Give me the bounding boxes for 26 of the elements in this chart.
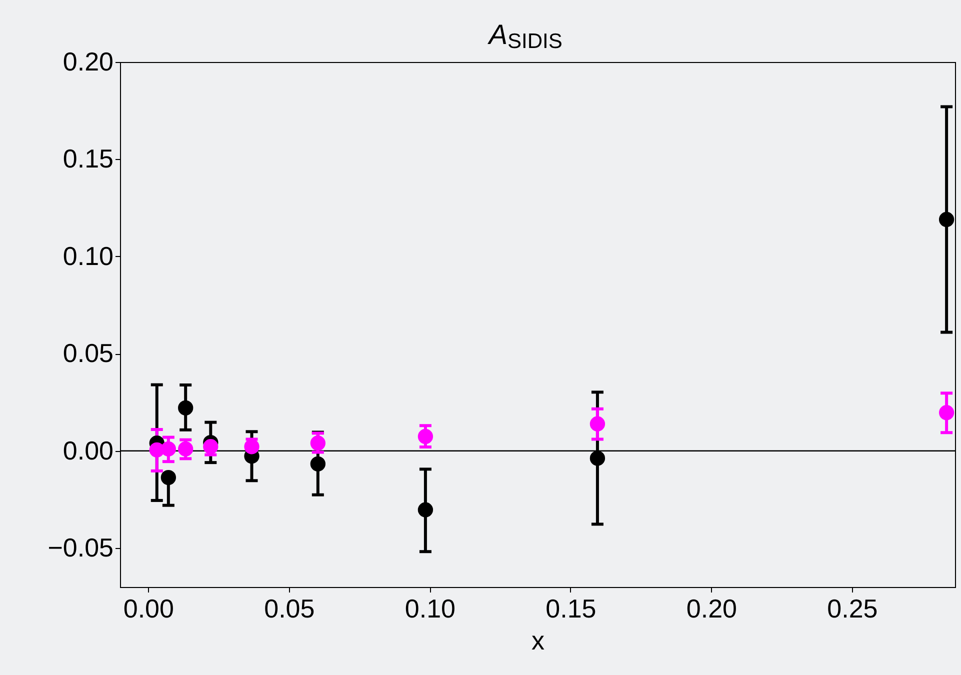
y-tick-label: 0.10 xyxy=(62,240,114,271)
point xyxy=(310,436,326,451)
point xyxy=(938,405,954,420)
point xyxy=(590,450,606,466)
x-tick-label: 0.05 xyxy=(264,594,315,624)
point xyxy=(310,456,326,472)
x-tick-label: 0.00 xyxy=(123,594,174,624)
y-tick-label: 0.05 xyxy=(62,338,114,368)
y-tick-label: 0.15 xyxy=(62,144,114,174)
x-tick-label: 0.15 xyxy=(546,594,596,624)
point xyxy=(418,428,434,444)
y-tick-label: 0.00 xyxy=(62,435,114,466)
point xyxy=(160,441,176,457)
y-tick-label: −0.05 xyxy=(48,532,114,563)
point xyxy=(160,470,176,486)
point xyxy=(244,439,260,454)
x-tick-label: 0.25 xyxy=(827,594,878,624)
x-tick-label: 0.20 xyxy=(686,594,738,624)
point xyxy=(178,441,194,457)
point xyxy=(938,212,954,228)
point xyxy=(178,400,194,416)
x-tick-label: 0.10 xyxy=(404,594,456,624)
point xyxy=(590,416,606,432)
point xyxy=(418,502,434,518)
x-axis-title: x xyxy=(532,626,544,656)
y-tick-label: 0.20 xyxy=(62,46,114,76)
